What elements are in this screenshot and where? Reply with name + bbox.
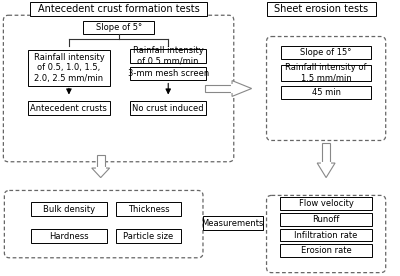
Bar: [83, 21, 154, 34]
Bar: [31, 229, 107, 243]
Bar: [280, 229, 372, 242]
Bar: [282, 86, 371, 99]
Text: 45 min: 45 min: [312, 88, 341, 97]
Polygon shape: [317, 163, 335, 177]
Bar: [205, 85, 232, 92]
Text: Slope of 15°: Slope of 15°: [300, 48, 352, 57]
Bar: [30, 2, 207, 16]
Bar: [28, 50, 110, 86]
Bar: [280, 197, 372, 210]
Bar: [116, 202, 181, 216]
Text: 3-mm mesh screen: 3-mm mesh screen: [128, 69, 209, 78]
Text: Rainfall intensity of
1.5 mm/min: Rainfall intensity of 1.5 mm/min: [285, 63, 367, 82]
Text: Antecedent crusts: Antecedent crusts: [30, 104, 107, 113]
Text: Slope of 5°: Slope of 5°: [96, 23, 142, 32]
Bar: [130, 67, 206, 80]
Text: Runoff: Runoff: [312, 215, 340, 224]
Text: Rainfall intensity
of 0.5, 1.0, 1.5,
2.0, 2.5 mm/min: Rainfall intensity of 0.5, 1.0, 1.5, 2.0…: [34, 53, 104, 83]
Text: Infiltration rate: Infiltration rate: [294, 230, 358, 240]
Text: Hardness: Hardness: [49, 232, 89, 240]
Bar: [280, 245, 372, 257]
Bar: [322, 143, 330, 163]
Bar: [203, 216, 262, 230]
Bar: [97, 155, 105, 168]
Text: Flow velocity: Flow velocity: [299, 199, 354, 208]
Bar: [280, 213, 372, 225]
Bar: [282, 46, 371, 59]
Text: Sheet erosion tests: Sheet erosion tests: [274, 4, 368, 14]
Bar: [266, 2, 376, 16]
Text: Thickness: Thickness: [128, 205, 169, 214]
Bar: [116, 229, 181, 243]
Bar: [28, 101, 110, 115]
Bar: [31, 202, 107, 216]
Bar: [282, 65, 371, 81]
Polygon shape: [92, 168, 110, 177]
Text: No crust induced: No crust induced: [132, 104, 204, 113]
Polygon shape: [232, 81, 252, 96]
Text: Bulk density: Bulk density: [43, 205, 95, 214]
Text: Particle size: Particle size: [123, 232, 174, 240]
Text: Rainfall intensity
of 0.5 mm/min: Rainfall intensity of 0.5 mm/min: [133, 46, 204, 65]
Bar: [130, 49, 206, 63]
Text: Measurements: Measurements: [202, 219, 264, 228]
Text: Antecedent crust formation tests: Antecedent crust formation tests: [38, 4, 200, 14]
Text: Erosion rate: Erosion rate: [301, 246, 352, 255]
Bar: [130, 101, 206, 115]
